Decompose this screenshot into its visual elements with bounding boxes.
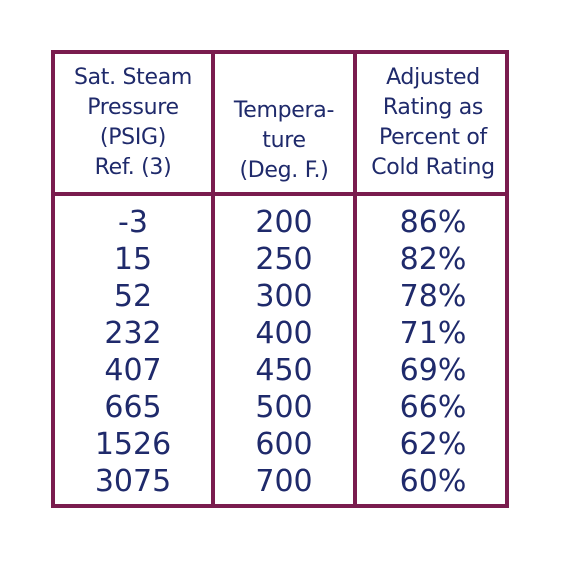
rating-value: 71% [399, 316, 467, 351]
header-line: Adjusted [386, 65, 480, 90]
header-line: Sat. Steam [73, 65, 193, 90]
header-line: ture [262, 128, 306, 153]
header-line: Percent of [379, 125, 487, 150]
pressure-value: 1526 [94, 427, 172, 462]
temperature-value: 600 [255, 427, 313, 462]
column-divider [353, 54, 357, 504]
temperature-value: 250 [255, 242, 313, 277]
header-temperature: Tempera- ture (Deg. F.) [215, 54, 353, 192]
header-line: Pressure [87, 95, 179, 120]
pressure-value: 52 [113, 279, 153, 314]
rating-value: 82% [399, 242, 467, 277]
rating-value: 60% [399, 464, 467, 499]
header-line: Rating as [382, 95, 484, 120]
header-line: Ref. (3) [94, 155, 172, 180]
temperature-value: 400 [255, 316, 313, 351]
steam-rating-table: Sat. Steam Pressure (PSIG) Ref. (3) Temp… [51, 50, 509, 508]
rating-value: 66% [399, 390, 467, 425]
rating-value: 86% [399, 205, 467, 240]
header-adjusted-rating: Adjusted Rating as Percent of Cold Ratin… [357, 54, 509, 192]
header-pressure: Sat. Steam Pressure (PSIG) Ref. (3) [55, 54, 211, 192]
header-line: (PSIG) [99, 125, 167, 150]
temperature-values: 200 250 300 400 450 500 600 700 [215, 204, 353, 504]
header-line: Cold Rating [371, 155, 495, 180]
rating-values: 86% 82% 78% 71% 69% 66% 62% 60% [357, 204, 509, 504]
header-line: (Deg. F.) [239, 158, 329, 183]
temperature-value: 200 [255, 205, 313, 240]
pressure-values: -3 15 52 232 407 665 1526 3075 [55, 204, 211, 504]
pressure-value: 665 [104, 390, 162, 425]
header-line: Tempera- [233, 98, 335, 123]
rating-value: 78% [399, 279, 467, 314]
temperature-value: 300 [255, 279, 313, 314]
pressure-value: 15 [113, 242, 153, 277]
pressure-value: 3075 [94, 464, 172, 499]
column-divider [211, 54, 215, 504]
header-divider [55, 192, 505, 196]
pressure-value: 232 [104, 316, 162, 351]
temperature-value: 500 [255, 390, 313, 425]
rating-value: 69% [399, 353, 467, 388]
temperature-value: 700 [255, 464, 313, 499]
pressure-value: -3 [118, 205, 148, 240]
temperature-value: 450 [255, 353, 313, 388]
rating-value: 62% [399, 427, 467, 462]
pressure-value: 407 [104, 353, 162, 388]
